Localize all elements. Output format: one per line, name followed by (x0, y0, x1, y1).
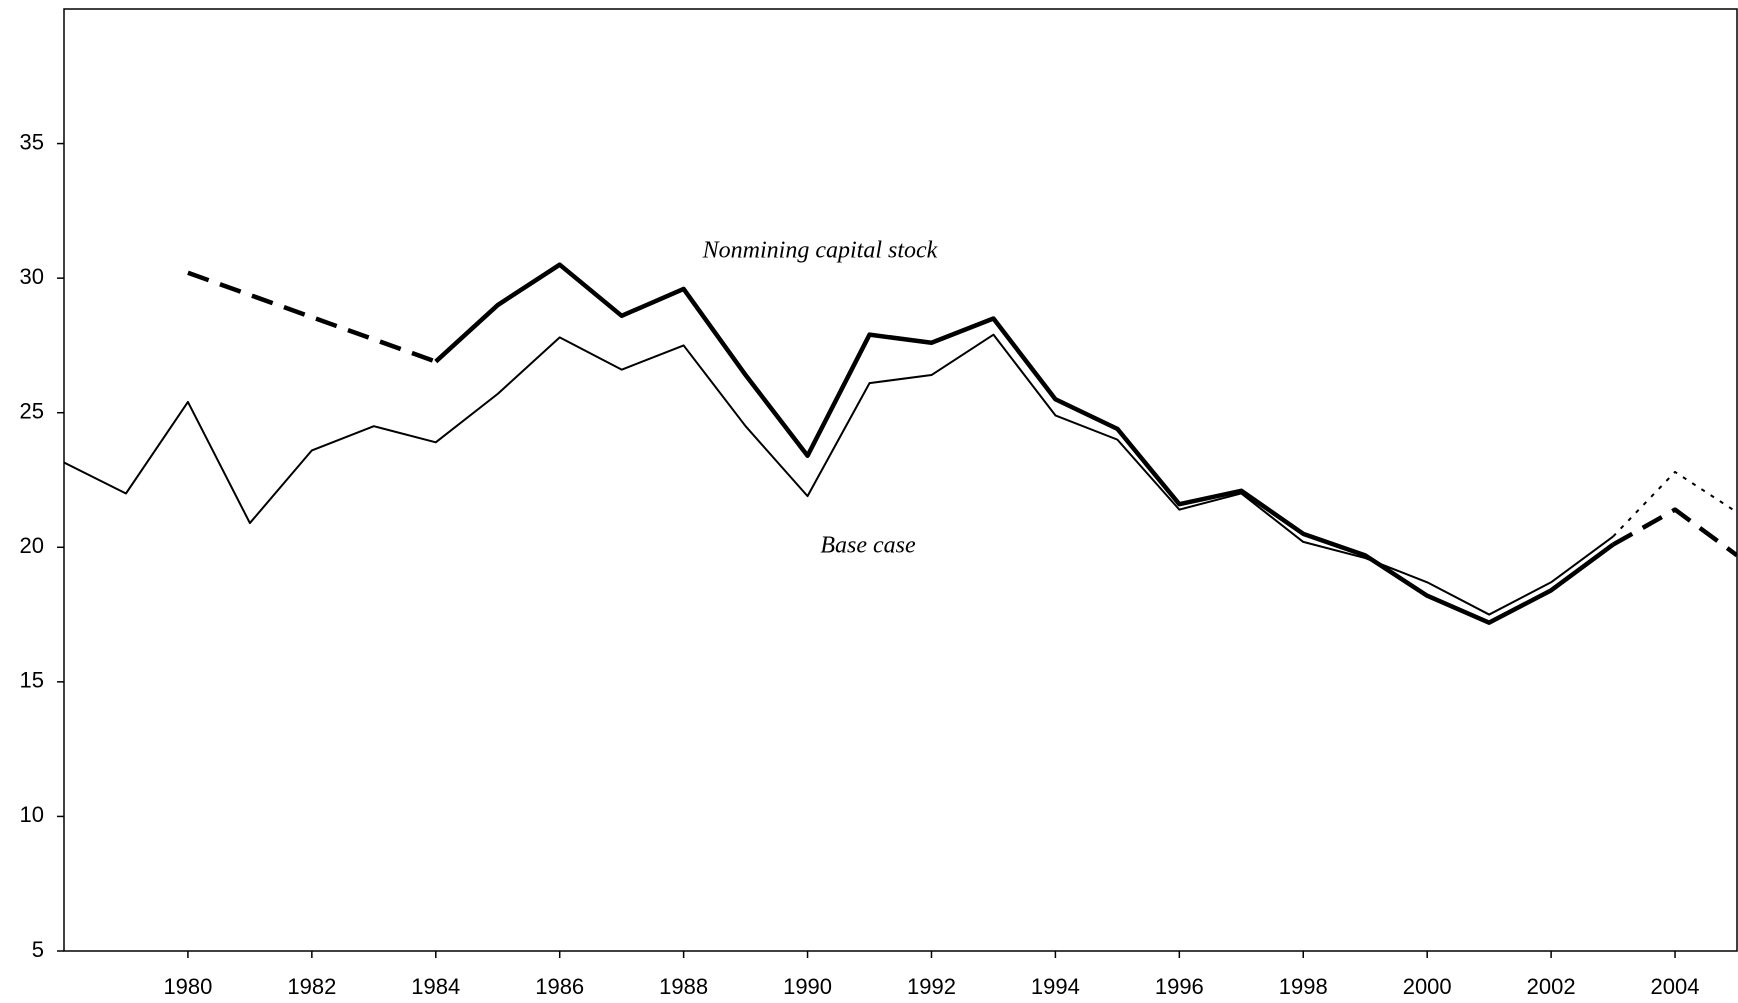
x-tick-label: 2002 (1527, 974, 1576, 999)
annotation: Base case (820, 533, 916, 559)
x-tick-label: 1984 (411, 974, 460, 999)
x-tick-label: 1982 (287, 974, 336, 999)
y-tick-label: 35 (20, 129, 44, 154)
y-tick-label: 20 (20, 533, 44, 558)
x-tick-label: 1992 (907, 974, 956, 999)
plot-frame (63, 8, 1738, 952)
y-tick-label: 25 (20, 399, 44, 424)
y-tick-label: 15 (20, 668, 44, 693)
x-tick-label: 1996 (1155, 974, 1204, 999)
x-tick-label: 2000 (1403, 974, 1452, 999)
x-tick-label: 1990 (783, 974, 832, 999)
series-line (434, 262, 1615, 625)
x-tick-label: 1986 (535, 974, 584, 999)
series-line (187, 270, 437, 364)
series-line (1611, 507, 1737, 558)
y-tick-label: 30 (20, 264, 44, 289)
x-tick-label: 1980 (163, 974, 212, 999)
x-tick-label: 1998 (1279, 974, 1328, 999)
x-tick-label: 2004 (1651, 974, 1700, 999)
y-tick-label: 10 (20, 802, 44, 827)
annotation: Nonmining capital stock (702, 238, 938, 264)
x-tick-label: 1988 (659, 974, 708, 999)
series-line (1612, 470, 1737, 538)
x-tick-label: 1994 (1031, 974, 1080, 999)
y-tick-label: 5 (32, 937, 44, 962)
series-line (64, 333, 1614, 616)
